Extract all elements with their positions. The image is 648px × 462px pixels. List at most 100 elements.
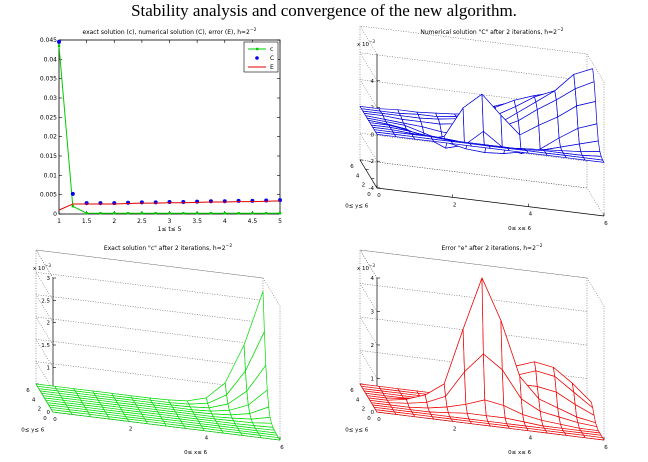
x-tick-label: 2	[453, 202, 457, 208]
data-point-c	[237, 212, 240, 215]
y-tick-label: 4	[356, 397, 360, 403]
scale-label: x 10−3	[357, 263, 375, 272]
data-point-c	[182, 212, 185, 215]
data-point-c	[71, 205, 75, 208]
y-tick-label: 4	[32, 397, 36, 403]
x-tick-label: 6	[604, 445, 608, 451]
z-gridline	[359, 52, 588, 82]
y-tick-label: 0	[367, 416, 371, 422]
x-axis-label: 0≤ x≤ 6	[184, 450, 207, 456]
x-axis-label: 0≤ x≤ 6	[508, 226, 531, 232]
series-line-E	[58, 200, 281, 211]
x-tick-label: 3.5	[192, 218, 202, 225]
data-point-c	[126, 212, 130, 215]
x-axis-label: 1≤ t≤ 5	[158, 226, 182, 233]
z-gridline	[359, 249, 588, 279]
z-tick-label: 1	[371, 377, 375, 383]
y-tick-label: 0.015	[40, 153, 57, 160]
z-tick-label: 0	[47, 410, 51, 416]
y-tick-label: 0.025	[40, 114, 57, 121]
legend-swatch-C	[255, 56, 259, 60]
y-tick-label: 6	[350, 388, 354, 394]
z-tick-label: 1.5	[41, 343, 50, 349]
data-point-c	[264, 212, 268, 215]
y-tick-label: 0	[43, 416, 47, 422]
scale-label: x 10−3	[33, 263, 51, 272]
y-tick-label: 6	[26, 388, 30, 394]
x-tick-label: 4	[529, 436, 533, 442]
y-axis-label: 0≤ y≤ 6	[345, 204, 368, 210]
data-point-c	[278, 212, 282, 215]
box-right-wall	[586, 53, 605, 216]
data-point-C	[70, 191, 75, 196]
box-right-wall	[262, 277, 281, 440]
x-tick-label: 0	[377, 417, 381, 423]
chart-title: Exact solution "c" after 2 iterations, h…	[104, 243, 233, 252]
z-tick-label: -2	[369, 159, 374, 165]
x-tick-label: 3	[168, 218, 172, 225]
data-point-C	[181, 200, 186, 205]
x-tick-label: 2	[453, 426, 457, 432]
y-tick-label: 0.035	[40, 76, 57, 83]
data-point-c	[140, 212, 144, 215]
data-point-C	[98, 201, 103, 206]
data-point-c	[195, 212, 199, 215]
xy-axes	[359, 159, 605, 217]
x-axis-label: 0≤ x≤ 6	[508, 450, 531, 456]
chart-title: exact solution (c), numerical solution (…	[82, 27, 256, 36]
z-gridline	[35, 294, 264, 323]
data-point-C	[208, 199, 213, 204]
y-tick-label: 0.04	[44, 56, 58, 63]
data-point-C	[126, 200, 131, 205]
x-tick-label: 5	[278, 218, 282, 225]
x-tick-label: 2	[129, 426, 133, 432]
x-tick-label: 1	[57, 218, 61, 225]
y-tick-label: 0.01	[44, 172, 58, 179]
data-point-C	[195, 199, 200, 204]
y-axis-label: 0≤ y≤ 6	[21, 428, 44, 434]
x-tick-label: 4	[529, 212, 533, 218]
z-gridline	[35, 361, 264, 390]
legend-marker-c	[256, 47, 259, 51]
z-gridline	[359, 283, 588, 312]
y-tick-label: 0.03	[44, 95, 58, 102]
x-tick-label: 2	[112, 218, 116, 225]
x-tick-label: 0	[377, 193, 381, 199]
data-point-c	[57, 44, 61, 47]
y-tick-label: 0	[367, 192, 371, 198]
y-tick-label: 0	[53, 211, 57, 218]
y-tick-label: 4	[356, 173, 360, 179]
mesh-cell	[259, 434, 281, 441]
z-tick-label: 1	[47, 365, 51, 371]
y-tick-label: 0.005	[40, 192, 57, 199]
data-point-C	[264, 198, 269, 203]
data-point-C	[153, 200, 158, 205]
z-tick-label: 0	[371, 132, 375, 138]
x-tick-label: 4	[223, 218, 227, 225]
chart-title: Numerical solution "C" after 2 iteration…	[420, 27, 563, 36]
data-point-C	[167, 200, 172, 205]
x-tick-label: 4	[205, 436, 209, 442]
y-tick-label: 2	[362, 183, 366, 189]
data-point-c	[251, 212, 254, 215]
legend-label: E	[270, 64, 274, 71]
data-point-C	[84, 201, 89, 206]
data-point-C	[112, 201, 117, 206]
y-tick-label: 6	[350, 164, 354, 170]
z-gridline	[359, 159, 588, 189]
x-tick-label: 1.5	[82, 218, 92, 225]
x-tick-label: 4.5	[248, 218, 258, 225]
chart-surface-exact: Exact solution "c" after 2 iterations, h…	[21, 243, 284, 456]
box-back-wall	[35, 249, 264, 412]
z-gridline	[35, 316, 264, 346]
z-tick-label: 0	[371, 410, 375, 416]
y-tick-label: 0.045	[40, 37, 57, 44]
data-point-C	[236, 198, 241, 203]
data-point-c	[168, 212, 171, 215]
legend-label: C	[270, 55, 274, 62]
chart-surface-numerical: Numerical solution "C" after 2 iteration…	[345, 25, 608, 232]
data-point-c	[113, 212, 116, 215]
data-point-c	[85, 212, 88, 215]
chart-title: Error "e" after 2 iterations, h=2−2	[441, 243, 542, 252]
x-tick-label: 6	[280, 445, 284, 451]
